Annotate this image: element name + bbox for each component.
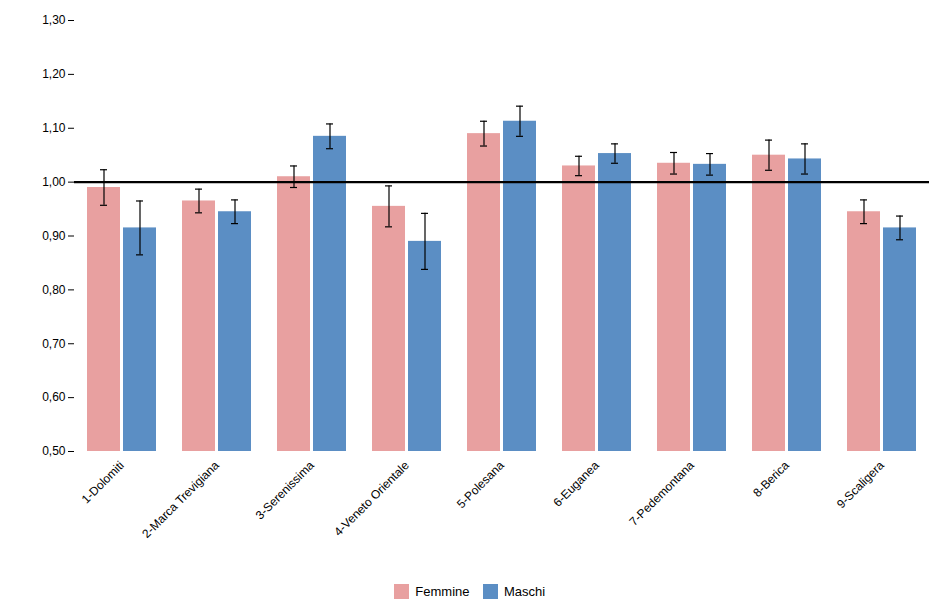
svg-text:0,90: 0,90 [42,229,66,243]
svg-text:0,50: 0,50 [42,444,66,458]
svg-text:0,80: 0,80 [42,283,66,297]
svg-text:8-Berica: 8-Berica [750,458,792,500]
html-text:Femmine: Femmine [415,584,470,599]
svg-text:0,70: 0,70 [42,337,66,351]
svg-text:7-Pedemontana: 7-Pedemontana [627,458,698,529]
svg-text:9-Scaligera: 9-Scaligera [834,458,887,511]
svg-text:1,20: 1,20 [42,67,66,81]
html-text:Maschi: Maschi [504,584,546,599]
svg-text:1,10: 1,10 [42,121,66,135]
svg-text:5-Polesana: 5-Polesana [454,458,507,511]
svg-text:3-Serenissima: 3-Serenissima [253,458,317,522]
svg-text:4-Veneto Orientale: 4-Veneto Orientale [331,458,412,539]
svg-text:1,30: 1,30 [42,13,66,27]
svg-text:1-Dolomiti: 1-Dolomiti [79,458,127,506]
svg-text:1,00: 1,00 [42,175,66,189]
svg-text:2-Marca Trevigiana: 2-Marca Trevigiana [139,458,222,541]
svg-text:6-Euganea: 6-Euganea [550,458,602,510]
svg-text:0,60: 0,60 [42,390,66,404]
